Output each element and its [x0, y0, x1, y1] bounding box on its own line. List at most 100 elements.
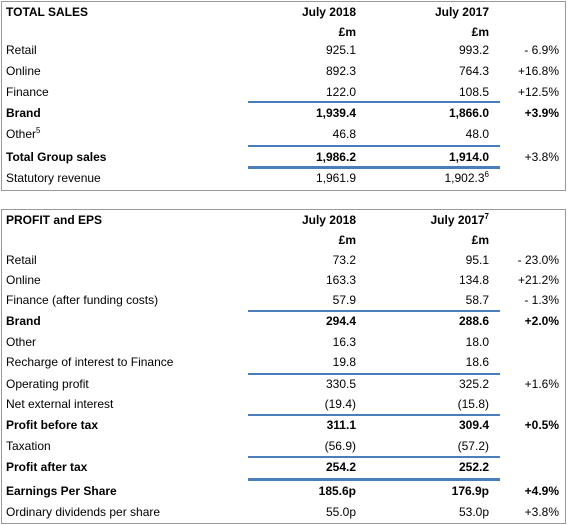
- row-label-text: Brand: [6, 106, 41, 120]
- change-cell-text: +2.0%: [524, 314, 559, 328]
- column-unit: £m: [472, 23, 489, 41]
- row-label: Other5: [6, 125, 40, 143]
- row-label-text: Retail: [6, 253, 37, 267]
- row-label-text: Online: [6, 273, 41, 287]
- column-unit-text: £m: [471, 233, 489, 247]
- column-header: July 20177: [431, 211, 490, 229]
- value-cell: 16.3: [333, 333, 356, 351]
- column-header-text: July 2017: [430, 213, 485, 227]
- value-cell: 163.3: [326, 271, 356, 289]
- value-cell: 764.3: [459, 62, 489, 80]
- column-header-text: July 2017: [434, 5, 489, 19]
- value-cell-text: 294.4: [325, 314, 356, 328]
- rule: [248, 145, 500, 147]
- value-cell: 46.8: [333, 125, 356, 143]
- row-label: Profit after tax: [6, 458, 87, 476]
- row-label: Brand: [6, 104, 41, 122]
- value-cell-text: 122.0: [325, 85, 356, 99]
- change-cell: +3.8%: [525, 503, 559, 521]
- sales-table: [1, 1, 566, 191]
- value-cell: 1,961.9: [316, 169, 356, 187]
- rule: [248, 478, 500, 481]
- value-cell: 55.0p: [326, 503, 356, 521]
- value-cell: 122.0: [326, 83, 356, 101]
- value-cell-text: 176.9p: [451, 484, 489, 498]
- table-title: PROFIT and EPS: [6, 211, 102, 229]
- value-cell-text: 764.3: [458, 64, 489, 78]
- change-cell: - 23.0%: [518, 251, 559, 269]
- row-label: Total Group sales: [6, 148, 106, 166]
- value-cell: 73.2: [333, 251, 356, 269]
- change-cell: +2.0%: [525, 312, 559, 330]
- change-cell: +4.9%: [525, 482, 559, 500]
- row-label-text: Finance (after funding costs): [6, 293, 159, 307]
- value-cell-text: 309.4: [458, 418, 489, 432]
- row-label: Taxation: [6, 437, 51, 455]
- value-cell: (57.2): [458, 437, 489, 455]
- change-cell: - 1.3%: [524, 291, 559, 309]
- value-cell-text: 57.9: [332, 293, 356, 307]
- change-cell: +16.8%: [518, 62, 559, 80]
- value-cell: 48.0: [466, 125, 489, 143]
- value-cell: 309.4: [459, 416, 489, 434]
- change-cell: +1.6%: [525, 375, 559, 393]
- value-cell: 330.5: [326, 375, 356, 393]
- change-cell-text: +12.5%: [517, 85, 559, 99]
- change-cell-text: +16.8%: [517, 64, 559, 78]
- row-label: Net external interest: [6, 395, 113, 413]
- change-cell-text: +21.2%: [517, 273, 559, 287]
- row-label-text: Other: [6, 127, 37, 141]
- row-label-text: Net external interest: [6, 397, 114, 411]
- change-cell: +12.5%: [518, 83, 559, 101]
- value-cell-text: 1,866.0: [448, 106, 489, 120]
- row-label: Recharge of interest to Finance: [6, 353, 173, 371]
- value-cell-text: 892.3: [325, 64, 356, 78]
- change-cell-text: - 23.0%: [517, 253, 559, 267]
- value-cell: 925.1: [326, 41, 356, 59]
- value-cell: 19.8: [333, 353, 356, 371]
- value-cell: 185.6p: [319, 482, 356, 500]
- column-header: July 2018: [302, 211, 356, 229]
- table-title: TOTAL SALES: [6, 3, 88, 21]
- value-cell-text: 993.2: [458, 43, 489, 57]
- value-cell-text: (15.8): [457, 397, 489, 411]
- change-cell-text: +1.6%: [524, 377, 559, 391]
- value-cell-text: (56.9): [324, 439, 356, 453]
- change-cell-text: - 6.9%: [524, 43, 559, 57]
- row-label: Online: [6, 271, 41, 289]
- column-header-text: July 2018: [301, 213, 356, 227]
- value-cell-text: 108.5: [458, 85, 489, 99]
- rule: [248, 166, 500, 169]
- row-label: Profit before tax: [6, 416, 98, 434]
- value-cell-text: 254.2: [325, 460, 356, 474]
- value-cell-text: 325.2: [458, 377, 489, 391]
- row-label-text: Retail: [6, 43, 37, 57]
- value-cell: 176.9p: [452, 482, 489, 500]
- value-cell: 53.0p: [459, 503, 489, 521]
- value-cell-text: (19.4): [324, 397, 356, 411]
- value-cell-text: 58.7: [465, 293, 489, 307]
- value-cell-text: 48.0: [465, 127, 489, 141]
- row-label: Finance (after funding costs): [6, 291, 158, 309]
- value-cell-text: 252.2: [458, 460, 489, 474]
- row-label: Online: [6, 62, 41, 80]
- value-cell: 18.0: [466, 333, 489, 351]
- column-header: July 2017: [435, 3, 489, 21]
- value-cell: 134.8: [459, 271, 489, 289]
- change-cell: +3.9%: [525, 104, 559, 122]
- row-label-text: Online: [6, 64, 41, 78]
- value-cell-text: 73.2: [332, 253, 356, 267]
- footnote-mark: 6: [484, 170, 489, 179]
- value-cell-text: (57.2): [457, 439, 489, 453]
- value-cell-text: 134.8: [458, 273, 489, 287]
- value-cell-text: 1,939.4: [315, 106, 356, 120]
- value-cell: 18.6: [466, 353, 489, 371]
- row-label-text: Ordinary dividends per share: [6, 505, 161, 519]
- value-cell-text: 163.3: [325, 273, 356, 287]
- rule: [248, 101, 500, 103]
- row-label: Retail: [6, 41, 37, 59]
- row-label-text: Profit after tax: [6, 460, 88, 474]
- row-label-text: Earnings Per Share: [6, 484, 117, 498]
- value-cell-text: 55.0p: [325, 505, 356, 519]
- value-cell: 325.2: [459, 375, 489, 393]
